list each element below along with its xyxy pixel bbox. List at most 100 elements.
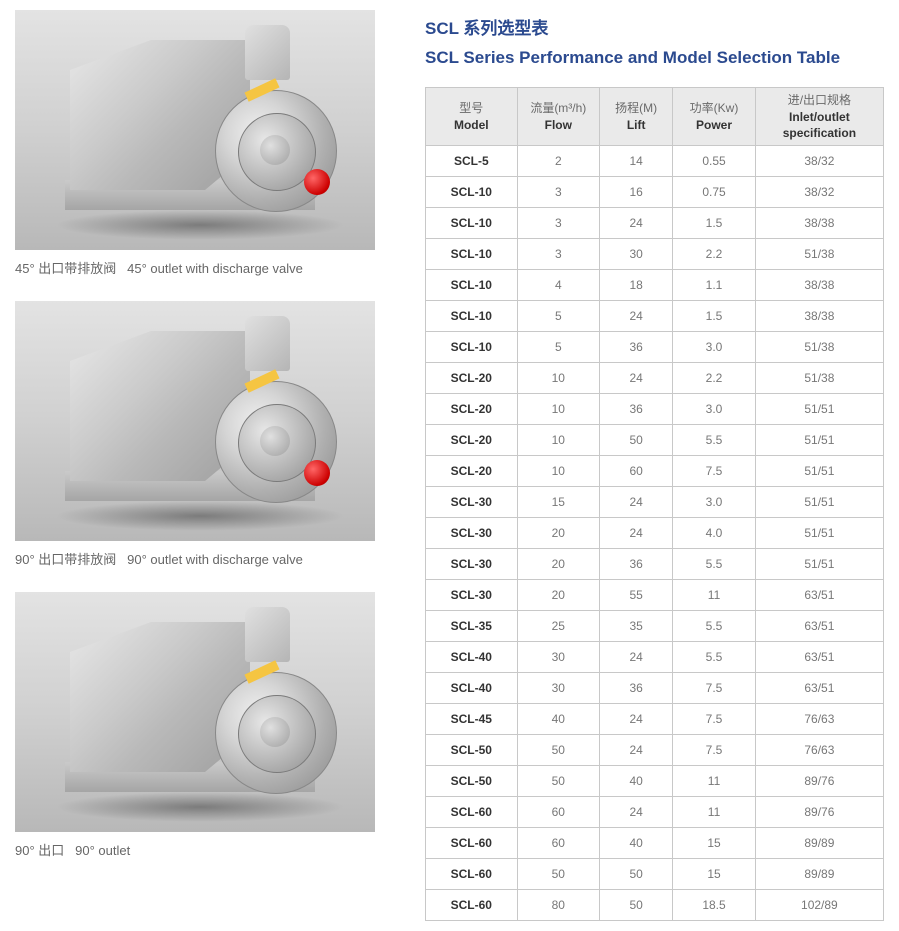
data-cell: 3.0: [673, 331, 755, 362]
data-cell: 30: [517, 672, 599, 703]
data-cell: 4: [517, 269, 599, 300]
table-header-cell: 型号Model: [426, 88, 518, 146]
data-cell: 80: [517, 889, 599, 920]
model-cell: SCL-30: [426, 548, 518, 579]
data-cell: 89/89: [755, 858, 883, 889]
model-cell: SCL-10: [426, 300, 518, 331]
data-cell: 51/51: [755, 517, 883, 548]
data-cell: 10: [517, 393, 599, 424]
data-cell: 18: [600, 269, 673, 300]
data-cell: 7.5: [673, 455, 755, 486]
table-row: SCL-6060241189/76: [426, 796, 884, 827]
figure-caption: 45° 出口带排放阀 45° outlet with discharge val…: [15, 258, 395, 277]
model-cell: SCL-10: [426, 238, 518, 269]
table-column: SCL 系列选型表 SCL Series Performance and Mod…: [425, 10, 884, 921]
data-cell: 63/51: [755, 579, 883, 610]
model-cell: SCL-5: [426, 145, 518, 176]
model-cell: SCL-20: [426, 362, 518, 393]
data-cell: 20: [517, 548, 599, 579]
selection-table: 型号Model流量(m³/h)Flow扬程(M)Lift功率(Kw)Power进…: [425, 87, 884, 921]
data-cell: 38/32: [755, 145, 883, 176]
model-cell: SCL-60: [426, 827, 518, 858]
table-row: SCL-6060401589/89: [426, 827, 884, 858]
data-cell: 24: [600, 300, 673, 331]
data-cell: 60: [600, 455, 673, 486]
model-cell: SCL-45: [426, 703, 518, 734]
model-cell: SCL-60: [426, 858, 518, 889]
data-cell: 51/51: [755, 548, 883, 579]
product-image-90deg: [15, 592, 375, 832]
figure-90deg-valve: 90° 出口带排放阀 90° outlet with discharge val…: [15, 301, 395, 568]
table-row: SCL-4030367.563/51: [426, 672, 884, 703]
data-cell: 20: [517, 579, 599, 610]
table-header-cell: 进/出口规格Inlet/outlet specification: [755, 88, 883, 146]
figure-45deg: 45° 出口带排放阀 45° outlet with discharge val…: [15, 10, 395, 277]
data-cell: 36: [600, 548, 673, 579]
data-cell: 10: [517, 424, 599, 455]
data-cell: 38/38: [755, 269, 883, 300]
model-cell: SCL-60: [426, 796, 518, 827]
data-cell: 5.5: [673, 548, 755, 579]
table-row: SCL-2010607.551/51: [426, 455, 884, 486]
table-header-cell: 流量(m³/h)Flow: [517, 88, 599, 146]
data-cell: 10: [517, 455, 599, 486]
data-cell: 89/89: [755, 827, 883, 858]
data-cell: 2.2: [673, 362, 755, 393]
data-cell: 24: [600, 517, 673, 548]
data-cell: 1.5: [673, 207, 755, 238]
table-row: SCL-52140.5538/32: [426, 145, 884, 176]
data-cell: 16: [600, 176, 673, 207]
figures-column: 45° 出口带排放阀 45° outlet with discharge val…: [15, 10, 395, 921]
model-cell: SCL-30: [426, 486, 518, 517]
table-header-cell: 扬程(M)Lift: [600, 88, 673, 146]
data-cell: 60: [517, 796, 599, 827]
data-cell: 14: [600, 145, 673, 176]
data-cell: 11: [673, 796, 755, 827]
data-cell: 7.5: [673, 672, 755, 703]
table-row: SCL-3525355.563/51: [426, 610, 884, 641]
discharge-valve-icon: [304, 460, 330, 486]
data-cell: 76/63: [755, 703, 883, 734]
title-cn: SCL 系列选型表: [425, 14, 884, 39]
data-cell: 2.2: [673, 238, 755, 269]
table-header-row: 型号Model流量(m³/h)Flow扬程(M)Lift功率(Kw)Power进…: [426, 88, 884, 146]
figure-90deg: 90° 出口 90° outlet: [15, 592, 395, 859]
table-row: SCL-105363.051/38: [426, 331, 884, 362]
model-cell: SCL-60: [426, 889, 518, 920]
data-cell: 24: [600, 796, 673, 827]
data-cell: 36: [600, 672, 673, 703]
table-header-cell: 功率(Kw)Power: [673, 88, 755, 146]
data-cell: 3.0: [673, 486, 755, 517]
data-cell: 15: [673, 827, 755, 858]
data-cell: 3: [517, 176, 599, 207]
model-cell: SCL-10: [426, 207, 518, 238]
data-cell: 15: [673, 858, 755, 889]
data-cell: 30: [600, 238, 673, 269]
data-cell: 51/38: [755, 362, 883, 393]
table-row: SCL-4030245.563/51: [426, 641, 884, 672]
data-cell: 3: [517, 238, 599, 269]
data-cell: 35: [600, 610, 673, 641]
model-cell: SCL-10: [426, 331, 518, 362]
data-cell: 36: [600, 331, 673, 362]
data-cell: 38/38: [755, 300, 883, 331]
data-cell: 50: [600, 889, 673, 920]
data-cell: 10: [517, 362, 599, 393]
data-cell: 1.1: [673, 269, 755, 300]
table-row: SCL-2010242.251/38: [426, 362, 884, 393]
table-row: SCL-6050501589/89: [426, 858, 884, 889]
data-cell: 63/51: [755, 641, 883, 672]
table-row: SCL-103302.251/38: [426, 238, 884, 269]
data-cell: 63/51: [755, 672, 883, 703]
model-cell: SCL-50: [426, 765, 518, 796]
table-row: SCL-60805018.5102/89: [426, 889, 884, 920]
data-cell: 51/51: [755, 455, 883, 486]
data-cell: 5.5: [673, 641, 755, 672]
data-cell: 50: [517, 765, 599, 796]
table-row: SCL-3020244.051/51: [426, 517, 884, 548]
data-cell: 76/63: [755, 734, 883, 765]
data-cell: 51/38: [755, 331, 883, 362]
data-cell: 1.5: [673, 300, 755, 331]
model-cell: SCL-20: [426, 455, 518, 486]
data-cell: 3.0: [673, 393, 755, 424]
